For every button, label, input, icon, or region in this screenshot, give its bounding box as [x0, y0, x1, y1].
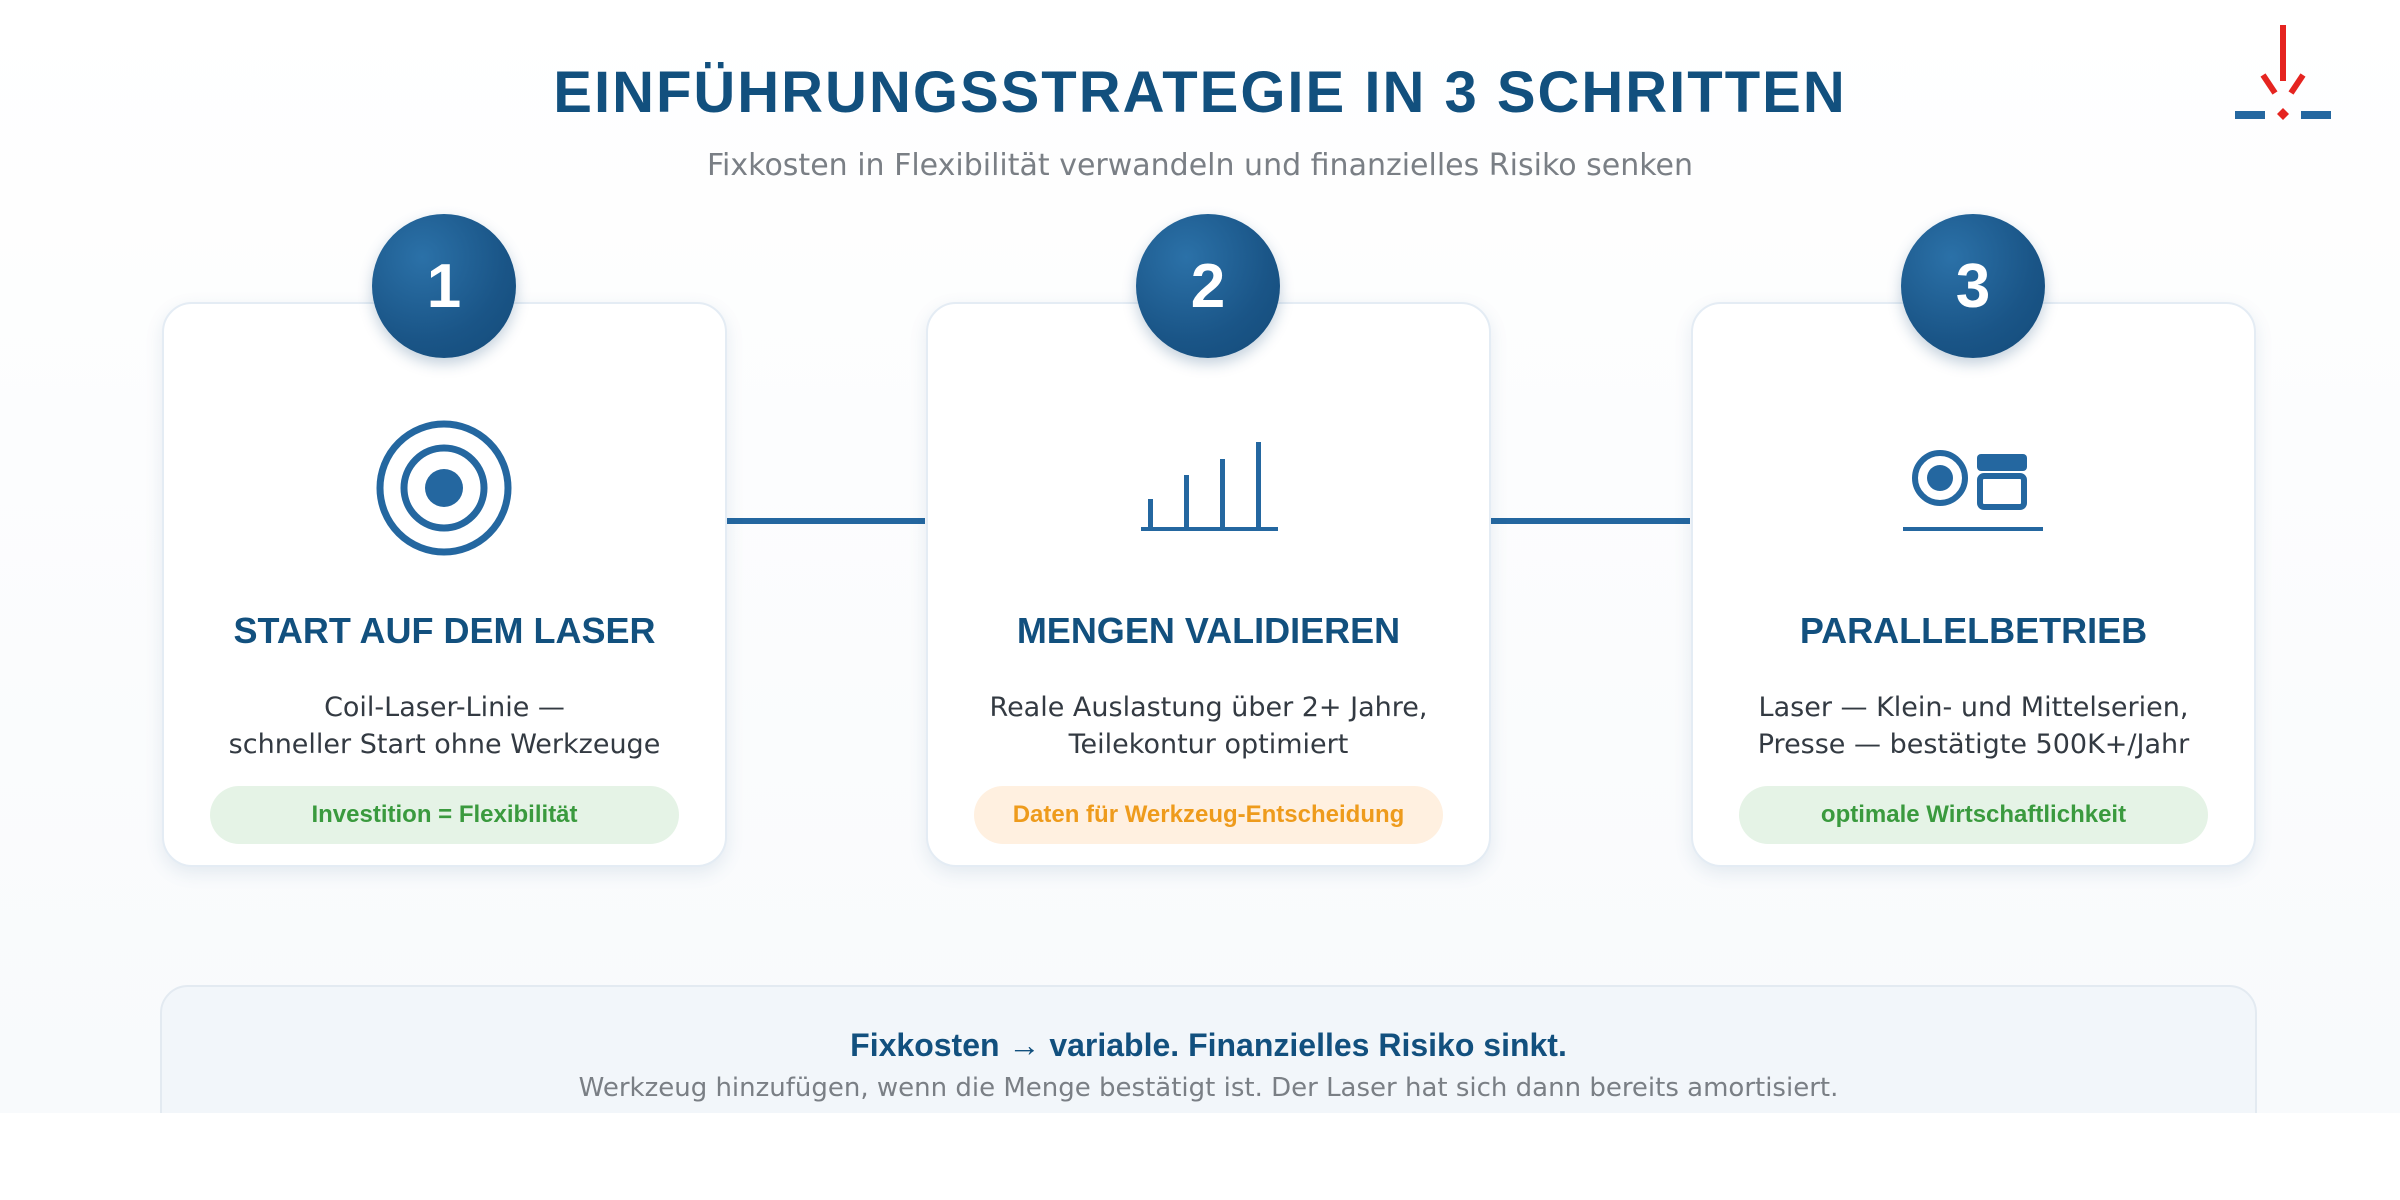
step-card-3: 3 PARALLELBETRIEB Laser — Klein- und Mit…: [1691, 214, 2256, 867]
step-number-badge: 2: [1136, 214, 1280, 358]
page-subtitle: Fixkosten in Flexibilität verwandeln und…: [706, 148, 1694, 183]
step-title: PARALLELBETRIEB: [1799, 610, 2148, 651]
step-title: MENGEN VALIDIEREN: [1016, 610, 1401, 651]
slide: EINFÜHRUNGSSTRATEGIE IN 3 SCHRITTEN Fixk…: [0, 0, 2400, 1113]
step-description: Laser — Klein- und Mittelserien, Presse …: [1713, 689, 2234, 763]
step-description: Reale Auslastung über 2+ Jahre, Teilekon…: [948, 689, 1469, 763]
page-title: EINFÜHRUNGSSTRATEGIE IN 3 SCHRITTEN: [553, 60, 1847, 125]
step-number-badge: 3: [1901, 214, 2045, 358]
step-badge: Investition = Flexibilität: [210, 786, 679, 844]
step-card-2: 2 MENGEN VALIDIEREN Reale Auslastung übe…: [926, 214, 1491, 867]
summary-box: Fixkosten → variable. Finanzielles Risik…: [160, 985, 2257, 1113]
step-description: Coil-Laser-Linie — schneller Start ohne …: [184, 689, 705, 763]
step-number: 1: [426, 251, 462, 321]
target-icon: [376, 420, 512, 556]
step-description-line: Presse — bestätigte 500K+/Jahr: [1757, 729, 2190, 760]
step-card-1: 1 START AUF DEM LASER Coil-Laser-Linie —…: [162, 214, 727, 867]
step-description-line: schneller Start ohne Werkzeuge: [228, 729, 661, 760]
step-number: 2: [1190, 251, 1226, 321]
step-description-line: Teilekontur optimiert: [1068, 729, 1349, 760]
step-number-badge: 1: [372, 214, 516, 358]
laser-cut-logo-icon: [2235, 25, 2331, 120]
step-number: 3: [1955, 251, 1991, 321]
step-connector-1-2: [725, 518, 925, 524]
bar-chart-icon: [1141, 442, 1278, 531]
summary-title: Fixkosten → variable. Finanzielles Risik…: [850, 1027, 1567, 1063]
step-title: START AUF DEM LASER: [233, 610, 656, 651]
step-badge: optimale Wirtschaftlichkeit: [1739, 786, 2208, 844]
step-badge: Daten für Werkzeug-Entscheidung: [974, 786, 1443, 844]
summary-text: Werkzeug hinzufügen, wenn die Menge best…: [578, 1073, 1839, 1103]
step-connector-2-3: [1490, 518, 1690, 524]
step-description-line: Laser — Klein- und Mittelserien,: [1758, 692, 2189, 723]
step-description-line: Reale Auslastung über 2+ Jahre,: [989, 692, 1428, 723]
parallel-machines-icon: [1903, 450, 2043, 531]
step-description-line: Coil-Laser-Linie —: [324, 692, 565, 723]
